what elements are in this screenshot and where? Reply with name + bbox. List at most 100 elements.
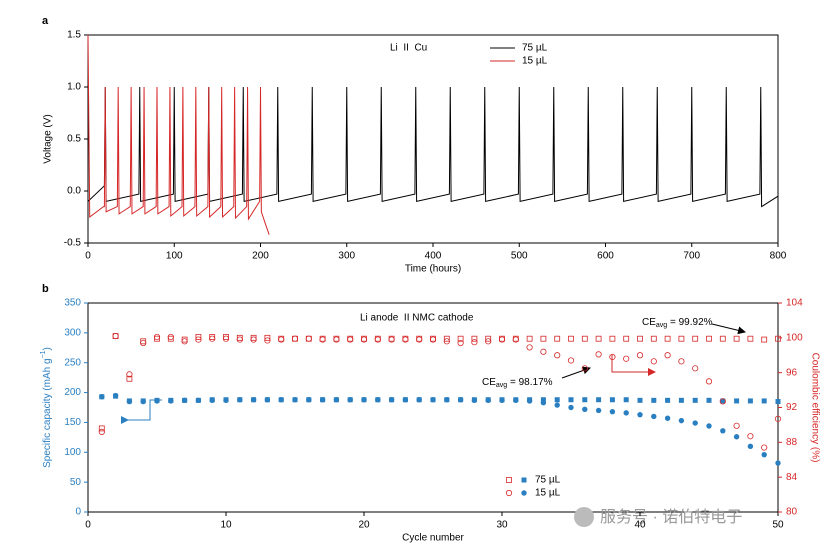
point	[720, 428, 726, 434]
point	[485, 338, 492, 345]
point	[678, 335, 685, 342]
point	[485, 397, 491, 404]
x-tick-label: 0	[85, 520, 91, 531]
point	[719, 398, 726, 405]
callout-arrow	[561, 366, 591, 379]
point	[521, 490, 527, 496]
y-axis-label-part: −1	[40, 350, 47, 358]
point	[512, 336, 519, 343]
callout-text: CE	[482, 377, 496, 388]
x-tick-label: 300	[338, 251, 355, 262]
point	[498, 336, 506, 343]
point	[651, 413, 657, 420]
point	[706, 397, 712, 403]
point	[623, 335, 630, 342]
point	[264, 337, 271, 344]
x-axis-label: Cycle number	[402, 533, 464, 544]
point	[664, 415, 671, 421]
voltage-line	[87, 34, 270, 235]
point	[457, 335, 464, 342]
point	[582, 406, 588, 412]
point	[457, 397, 464, 403]
point	[305, 335, 312, 342]
point	[319, 397, 326, 403]
point	[195, 334, 202, 340]
y-axis-label-part: Specific capacity (mAh g	[42, 358, 53, 468]
legend-label: 15 µL	[535, 488, 561, 499]
point	[236, 336, 243, 343]
point	[112, 332, 119, 340]
point	[347, 397, 353, 403]
point	[540, 348, 547, 355]
point	[237, 397, 243, 403]
point	[554, 335, 561, 342]
point	[540, 400, 547, 406]
y2-tick-label: 88	[786, 437, 798, 448]
point	[568, 404, 574, 411]
point	[733, 434, 740, 440]
legend-label: 15 µL	[522, 56, 548, 67]
point	[706, 423, 712, 429]
x-tick-label: 30	[496, 520, 508, 531]
point	[568, 397, 574, 403]
point	[499, 397, 505, 404]
callout: CEavg = 99.92%	[642, 317, 713, 329]
point	[443, 338, 450, 345]
point	[623, 410, 629, 416]
y-tick-label: 200	[64, 387, 81, 398]
point	[264, 397, 271, 403]
point	[526, 335, 533, 342]
x-tick-label: 500	[511, 251, 528, 262]
point	[402, 336, 409, 343]
point	[664, 352, 671, 359]
point	[761, 336, 768, 343]
point	[223, 397, 229, 404]
point	[623, 397, 629, 403]
point	[554, 397, 560, 403]
point	[361, 397, 367, 403]
point	[540, 397, 546, 403]
point	[388, 397, 395, 403]
point	[774, 415, 782, 422]
plot-frame-a	[87, 34, 779, 244]
legend-label: 75 µL	[522, 43, 548, 54]
point	[692, 365, 699, 372]
point	[471, 335, 478, 342]
point	[278, 397, 284, 403]
x-tick-label: 0	[85, 251, 91, 262]
point	[720, 398, 726, 404]
point	[554, 402, 560, 408]
point	[333, 397, 340, 403]
point	[692, 335, 699, 342]
point	[444, 397, 450, 403]
x-tick-label: 600	[597, 251, 614, 262]
point	[733, 422, 740, 429]
point	[99, 394, 105, 400]
point	[292, 397, 298, 403]
point	[692, 420, 698, 426]
point	[567, 357, 575, 364]
x-axis-label: Time (hours)	[405, 264, 461, 275]
x-tick-label: 700	[683, 251, 700, 262]
point	[554, 352, 561, 359]
y-tick-label: 0.0	[67, 186, 81, 197]
point	[761, 398, 767, 404]
point	[665, 397, 671, 403]
point	[609, 335, 616, 342]
y-tick-label: 0.5	[67, 134, 81, 145]
annotation: Li anode II NMC cathode	[360, 313, 474, 324]
y-axis-label: Voltage (V)	[43, 114, 54, 163]
point	[747, 398, 753, 404]
y-tick-label: 350	[64, 298, 81, 309]
point	[582, 397, 588, 403]
point	[651, 397, 657, 403]
point	[209, 397, 215, 404]
point	[692, 397, 698, 403]
point	[623, 355, 630, 362]
point	[775, 335, 781, 342]
point	[168, 398, 174, 404]
point	[375, 397, 381, 403]
point	[540, 335, 547, 342]
point	[678, 397, 684, 403]
